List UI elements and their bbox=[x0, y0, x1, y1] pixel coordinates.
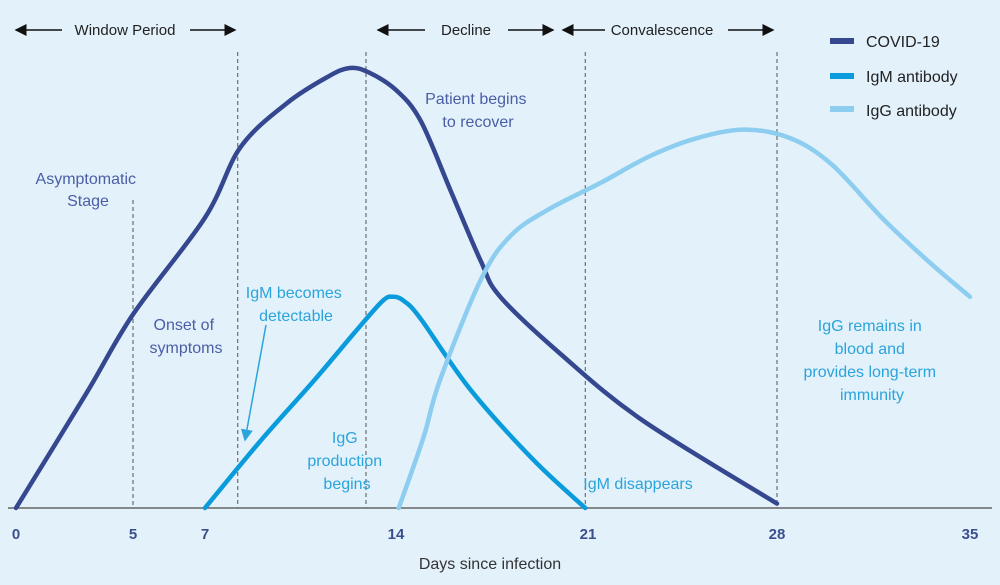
x-tick-label: 35 bbox=[962, 526, 979, 543]
legend-label: IgM antibody bbox=[866, 69, 958, 86]
phase-label: Convalescence bbox=[611, 22, 714, 39]
phase-label: Decline bbox=[441, 22, 491, 39]
legend-swatch-igm bbox=[830, 73, 854, 79]
legend-label: IgG antibody bbox=[866, 103, 957, 120]
annotation-igm-disappears: IgM disappears bbox=[583, 476, 692, 493]
legend: COVID-19 IgM antibody IgG antibody bbox=[830, 34, 958, 120]
x-ticks: 0 5 7 14 21 28 35 bbox=[12, 526, 979, 543]
legend-swatch-covid bbox=[830, 38, 854, 44]
annotation-asymptomatic: Asymptomatic Stage bbox=[36, 171, 141, 210]
phase-window-period: Window Period bbox=[14, 22, 237, 39]
series-igg-antibody bbox=[396, 127, 973, 511]
legend-swatch-igg bbox=[830, 106, 854, 112]
x-tick-label: 14 bbox=[388, 526, 405, 543]
annotation-igg-production: IgG production begins bbox=[307, 430, 386, 493]
phase-convalescence: Convalescence bbox=[561, 22, 775, 39]
annotation-onset: Onset of symptoms bbox=[150, 317, 223, 357]
series-igm-antibody bbox=[202, 294, 588, 511]
annotation-igg-remains: IgG remains in blood and provides long-t… bbox=[804, 318, 941, 404]
phase-lines bbox=[132, 52, 778, 508]
series-covid-19 bbox=[13, 65, 780, 511]
x-axis-label: Days since infection bbox=[419, 556, 561, 573]
phase-decline: Decline bbox=[376, 22, 555, 39]
x-tick-label: 5 bbox=[129, 526, 137, 543]
x-tick-label: 0 bbox=[12, 526, 20, 543]
x-tick-label: 28 bbox=[769, 526, 786, 543]
phase-label: Window Period bbox=[75, 22, 176, 39]
x-tick-label: 7 bbox=[201, 526, 209, 543]
series bbox=[13, 65, 973, 511]
legend-label: COVID-19 bbox=[866, 34, 940, 51]
annotation-igm-detectable: IgM becomes detectable bbox=[246, 285, 347, 325]
arrow-igm-detectable bbox=[240, 324, 267, 442]
annotation-recover: Patient begins to recover bbox=[425, 91, 531, 131]
x-tick-label: 21 bbox=[580, 526, 597, 543]
